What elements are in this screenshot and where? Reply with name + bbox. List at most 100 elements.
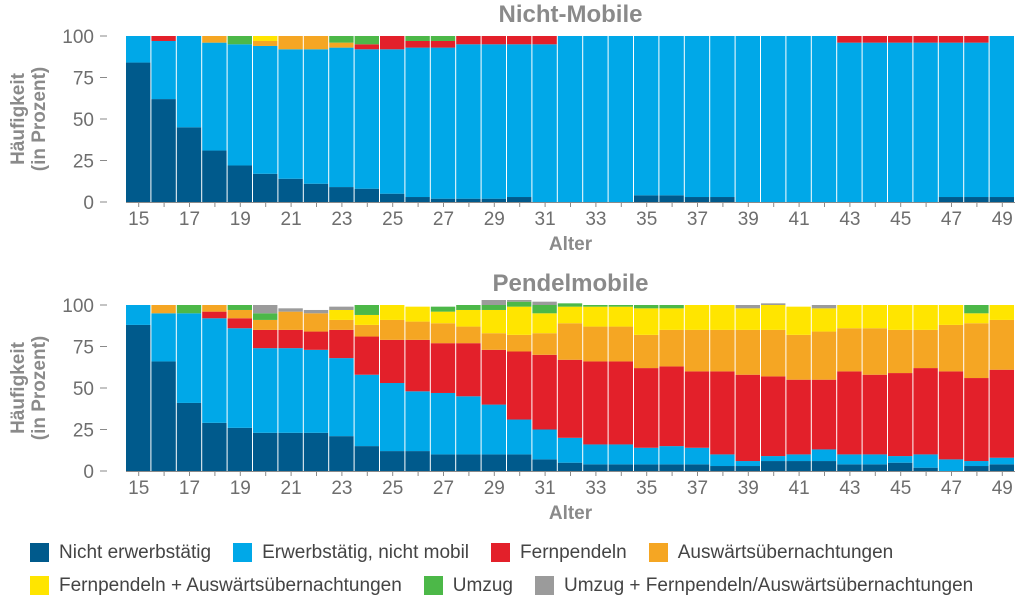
bar-segment-erwerbstaetig_nicht_mobil-age-47-panel-1 — [938, 42, 964, 198]
bar-segment-fernpendeln-age-38-panel-2 — [710, 371, 735, 455]
x-tick-label-15-panel-1: 15 — [128, 209, 149, 230]
bar-segment-nicht_erwerbstaetig-age-38-panel-2 — [710, 466, 735, 471]
bar-segment-fernpendeln_auswaerts-age-26-panel-2 — [405, 306, 430, 322]
bar-segment-fernpendeln_auswaerts-age-45-panel-2 — [888, 305, 913, 330]
x-tick-label-43-panel-2: 43 — [839, 478, 860, 499]
bar-segment-fernpendeln_auswaerts-age-32-panel-2 — [557, 306, 583, 324]
bar-segment-erwerbstaetig_nicht_mobil-age-36-panel-1 — [659, 36, 684, 196]
bar-segment-nicht_erwerbstaetig-age-45-panel-2 — [888, 462, 913, 471]
bar-segment-erwerbstaetig_nicht_mobil-age-20-panel-1 — [253, 45, 278, 174]
y-tick-label-100-panel-2: 100 — [62, 296, 94, 317]
bar-segment-auswaertsuebernachtungen-age-40-panel-2 — [761, 329, 786, 377]
bar-segment-erwerbstaetig_nicht_mobil-age-28-panel-1 — [456, 44, 481, 199]
bar-segment-fernpendeln_auswaerts-age-49-panel-2 — [989, 305, 1014, 320]
bar-segment-fernpendeln-age-30-panel-2 — [507, 351, 532, 420]
bar-segment-erwerbstaetig_nicht_mobil-age-34-panel-2 — [608, 444, 633, 465]
panel-title-1: Nicht-Mobile — [499, 1, 643, 28]
bar-segment-fernpendeln-age-48-panel-1 — [964, 36, 989, 43]
legend-item-umzug: Umzug — [423, 575, 513, 597]
bar-segment-auswaertsuebernachtungen-age-37-panel-2 — [684, 329, 710, 372]
bar-segment-umzug_fernpendeln-age-20-panel-2 — [253, 305, 278, 314]
bar-segment-umzug_fernpendeln-age-29-panel-2 — [481, 300, 506, 305]
bar-segment-umzug-age-20-panel-2 — [253, 313, 278, 320]
bar-segment-fernpendeln_auswaerts-age-42-panel-2 — [811, 308, 837, 332]
bar-segment-erwerbstaetig_nicht_mobil-age-33-panel-2 — [583, 444, 608, 465]
x-tick-label-27-panel-2: 27 — [433, 478, 454, 499]
bar-segment-erwerbstaetig_nicht_mobil-age-18-panel-2 — [202, 318, 227, 423]
bar-segment-erwerbstaetig_nicht_mobil-age-16-panel-1 — [151, 40, 176, 100]
legend-item-erwerbstaetig-nicht-mobil: Erwerbstätig, nicht mobil — [233, 542, 469, 564]
bar-segment-erwerbstaetig_nicht_mobil-age-26-panel-1 — [405, 47, 430, 198]
bar-segment-nicht_erwerbstaetig-age-36-panel-2 — [659, 464, 684, 471]
bar-segment-nicht_erwerbstaetig-age-20-panel-1 — [253, 173, 278, 202]
x-tick-label-41-panel-2: 41 — [789, 478, 810, 499]
bar-segment-fernpendeln-age-43-panel-1 — [837, 36, 862, 43]
y-tick-label-75-panel-1: 75 — [73, 69, 94, 90]
bar-segment-nicht_erwerbstaetig-age-48-panel-1 — [964, 197, 989, 202]
bar-segment-nicht_erwerbstaetig-age-43-panel-2 — [837, 464, 862, 471]
x-tick-label-17-panel-1: 17 — [179, 209, 200, 230]
legend-label-erwerbstaetig-nicht-mobil: Erwerbstätig, nicht mobil — [262, 541, 470, 563]
bar-segment-erwerbstaetig_nicht_mobil-age-19-panel-2 — [227, 328, 252, 428]
bar-segment-erwerbstaetig_nicht_mobil-age-38-panel-1 — [710, 36, 735, 198]
legend-swatch-fernpendeln-auswaerts — [30, 576, 49, 595]
bar-segment-nicht_erwerbstaetig-age-42-panel-2 — [811, 461, 837, 471]
legend-swatch-auswaertsuebernachtungen — [648, 543, 668, 562]
bar-segment-nicht_erwerbstaetig-age-30-panel-1 — [507, 197, 532, 202]
y-tick-label-0-panel-2: 0 — [83, 462, 94, 483]
bar-segment-auswaertsuebernachtungen-age-21-panel-1 — [278, 36, 303, 50]
bar-segment-fernpendeln_auswaerts-age-47-panel-2 — [938, 305, 964, 325]
x-tick-label-39-panel-2: 39 — [738, 478, 759, 499]
bar-segment-erwerbstaetig_nicht_mobil-age-42-panel-2 — [811, 449, 837, 462]
bar-segment-umzug-age-34-panel-2 — [608, 305, 633, 307]
x-axis-label-panel-2: Alter — [549, 503, 593, 524]
x-tick-label-35-panel-1: 35 — [636, 209, 657, 230]
bar-segment-fernpendeln-age-25-panel-1 — [380, 36, 405, 50]
bar-segment-erwerbstaetig_nicht_mobil-age-15-panel-1 — [126, 36, 151, 63]
bar-segment-erwerbstaetig_nicht_mobil-age-26-panel-2 — [405, 391, 430, 452]
legend-item-fernpendeln-auswaerts: Fernpendeln + Auswärtsübernachtungen — [30, 575, 402, 597]
x-tick-label-25-panel-2: 25 — [382, 478, 403, 499]
bar-segment-erwerbstaetig_nicht_mobil-age-30-panel-2 — [507, 419, 532, 455]
bar-segment-umzug-age-27-panel-2 — [430, 306, 456, 312]
bar-segment-erwerbstaetig_nicht_mobil-age-31-panel-2 — [532, 429, 557, 460]
bar-segment-erwerbstaetig_nicht_mobil-age-29-panel-1 — [481, 44, 506, 199]
bar-segment-erwerbstaetig_nicht_mobil-age-22-panel-1 — [303, 49, 329, 184]
bar-segment-nicht_erwerbstaetig-age-18-panel-1 — [202, 150, 227, 202]
bar-segment-auswaertsuebernachtungen-age-29-panel-2 — [481, 333, 506, 350]
bar-segment-fernpendeln_auswaerts-age-20-panel-1 — [253, 36, 278, 41]
bar-segment-fernpendeln-age-44-panel-1 — [862, 36, 887, 43]
bar-segment-auswaertsuebernachtungen-age-27-panel-2 — [430, 323, 456, 344]
bar-segment-umzug-age-24-panel-1 — [354, 36, 379, 45]
y-axis-label-line-2: (in Prozent) — [29, 336, 50, 441]
bar-segment-fernpendeln-age-32-panel-2 — [557, 359, 583, 438]
x-tick-label-33-panel-1: 33 — [585, 209, 606, 230]
bar-segment-fernpendeln_auswaerts-age-46-panel-2 — [913, 305, 938, 330]
bar-segment-fernpendeln-age-47-panel-1 — [938, 36, 964, 43]
bar-segment-fernpendeln-age-45-panel-1 — [888, 36, 913, 43]
bar-segment-fernpendeln_auswaerts-age-31-panel-2 — [532, 313, 557, 334]
bar-segment-fernpendeln-age-29-panel-2 — [481, 349, 506, 405]
x-tick-label-29-panel-1: 29 — [484, 209, 505, 230]
bar-segment-erwerbstaetig_nicht_mobil-age-30-panel-1 — [507, 44, 532, 198]
bar-segment-nicht_erwerbstaetig-age-15-panel-1 — [126, 62, 151, 203]
bar-segment-erwerbstaetig_nicht_mobil-age-37-panel-1 — [684, 36, 710, 198]
y-axis-label-panel-1: Häufigkeit(in Prozent) — [8, 67, 50, 172]
bar-segment-nicht_erwerbstaetig-age-18-panel-2 — [202, 422, 227, 471]
bar-segment-fernpendeln-age-35-panel-2 — [634, 368, 659, 448]
bar-segment-nicht_erwerbstaetig-age-23-panel-1 — [329, 187, 354, 202]
bar-segment-nicht_erwerbstaetig-age-40-panel-2 — [761, 461, 786, 471]
x-tick-label-47-panel-2: 47 — [941, 478, 962, 499]
legend-item-nicht-erwerbstaetig: Nicht erwerbstätig — [30, 542, 211, 564]
x-tick-label-39-panel-1: 39 — [738, 209, 759, 230]
x-tick-label-31-panel-2: 31 — [535, 478, 556, 499]
x-tick-label-45-panel-2: 45 — [890, 478, 911, 499]
bar-segment-erwerbstaetig_nicht_mobil-age-32-panel-2 — [557, 437, 583, 463]
bar-segment-auswaertsuebernachtungen-age-20-panel-1 — [253, 40, 278, 46]
bar-segment-nicht_erwerbstaetig-age-30-panel-2 — [507, 454, 532, 471]
bar-segment-fernpendeln-age-31-panel-2 — [532, 354, 557, 430]
bar-segment-fernpendeln-age-48-panel-2 — [964, 378, 989, 462]
bar-segment-nicht_erwerbstaetig-age-39-panel-2 — [735, 466, 760, 471]
bar-segment-auswaertsuebernachtungen-age-32-panel-2 — [557, 323, 583, 360]
bar-segment-umzug-age-17-panel-2 — [176, 305, 202, 314]
